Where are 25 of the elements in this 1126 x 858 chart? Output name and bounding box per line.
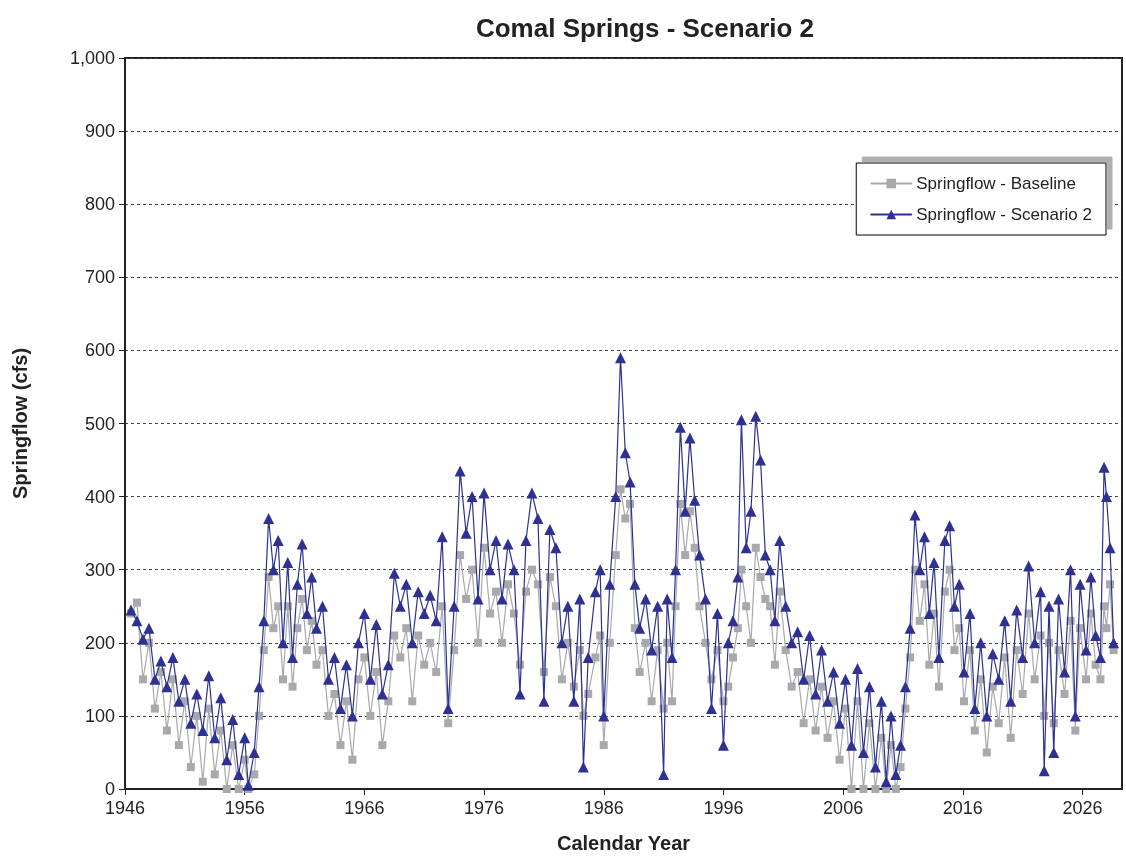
x-tick-label: 1986: [583, 798, 624, 818]
x-tick-label: 2006: [823, 798, 864, 818]
x-tick-label: 2016: [942, 798, 983, 818]
x-tick-label: 1996: [703, 798, 744, 818]
y-tick-label: 400: [84, 486, 115, 507]
x-tick-label: 1946: [104, 798, 146, 818]
legend-label: Springflow - Scenario 2: [916, 205, 1093, 224]
x-tick-label: 1976: [464, 798, 505, 818]
y-tick-label: 700: [84, 267, 115, 288]
x-tick-label: 2026: [1062, 798, 1103, 818]
x-tick-label: 1956: [224, 798, 265, 818]
y-tick-label: 600: [84, 340, 115, 361]
x-axis-title: Calendar Year: [556, 832, 691, 854]
legend-label: Springflow - Baseline: [916, 174, 1076, 193]
y-axis-title: Springflow (cfs): [9, 347, 31, 500]
y-tick-label: 500: [84, 413, 115, 434]
y-tick-label: 0: [104, 779, 115, 799]
y-tick-label: 100: [84, 705, 115, 726]
x-tick-label: 1966: [344, 798, 385, 818]
y-tick-label: 200: [84, 632, 115, 653]
y-tick-label: 800: [84, 194, 115, 215]
chart-title: Comal Springs - Scenario 2: [475, 13, 815, 43]
y-tick-label: 900: [84, 121, 115, 142]
y-tick-label: 300: [84, 559, 115, 580]
y-tick-label: 1,000: [69, 48, 115, 68]
